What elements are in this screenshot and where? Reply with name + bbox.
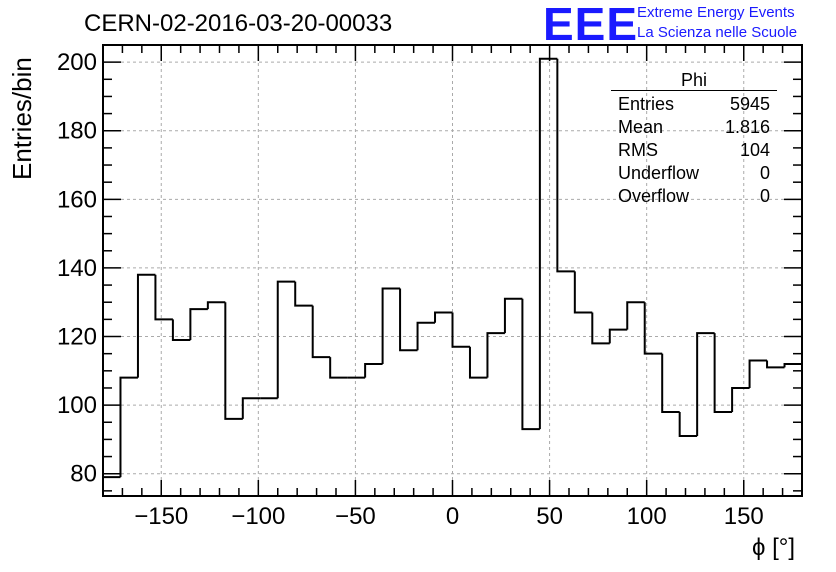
histogram-bin xyxy=(171,319,191,341)
logo-line-2: La Scienza nelle Scuole xyxy=(637,24,798,41)
y-axis-label: Entries/bin xyxy=(7,57,37,180)
histogram-bin xyxy=(556,58,575,273)
y-tick-label: 180 xyxy=(57,118,97,145)
stats-row-overflow: Overflow 0 xyxy=(611,185,777,208)
y-tick-label: 200 xyxy=(57,49,97,76)
histogram-bin xyxy=(294,281,313,307)
stats-label: RMS xyxy=(618,140,658,160)
chart-title: CERN-02-2016-03-20-00033 xyxy=(84,10,393,37)
histogram-bin xyxy=(136,273,156,378)
histogram-bin xyxy=(643,302,663,355)
histogram-bin xyxy=(276,280,296,399)
y-tick-label: 80 xyxy=(70,461,97,488)
stats-title: Phi xyxy=(611,71,777,91)
y-tick-label: 120 xyxy=(57,324,97,351)
histogram-bin xyxy=(503,297,523,334)
histogram-bin xyxy=(696,332,715,436)
histogram-bin xyxy=(591,312,610,345)
x-tick-label: 50 xyxy=(536,503,563,530)
stats-value: 104 xyxy=(739,140,770,160)
stats-label: Underflow xyxy=(618,163,700,183)
y-tick-label: 140 xyxy=(57,255,97,282)
histogram-bin xyxy=(731,386,750,412)
histogram-bin xyxy=(102,476,121,496)
x-tick-label: −50 xyxy=(335,503,376,530)
stats-value: 1.816 xyxy=(724,117,770,137)
x-tick-label: 100 xyxy=(627,503,667,530)
x-axis-label: ϕ [°] xyxy=(752,534,796,561)
stats-box: Phi Entries 5945 Mean 1.816 RMS 104 Unde… xyxy=(611,71,777,208)
x-tick-label: −150 xyxy=(134,503,188,530)
histogram-bin xyxy=(399,288,418,352)
histogram-bin xyxy=(766,360,785,369)
histogram-bin xyxy=(468,346,488,379)
histogram-bin xyxy=(748,359,768,388)
histogram-bin xyxy=(661,353,680,413)
histogram-bin xyxy=(416,321,436,351)
histogram-bin xyxy=(783,362,802,368)
y-tick-label: 100 xyxy=(57,392,97,419)
histogram-bin xyxy=(206,301,226,310)
histogram-bin xyxy=(521,298,540,431)
x-tick-label: 0 xyxy=(446,503,459,530)
stats-label: Overflow xyxy=(618,186,690,206)
x-tick-label: 150 xyxy=(724,503,764,530)
histogram-bin xyxy=(329,357,348,379)
y-tick-label: 160 xyxy=(57,186,97,213)
stats-label: Mean xyxy=(618,117,664,137)
stats-value: 0 xyxy=(759,186,770,206)
histogram-bin xyxy=(626,301,645,330)
stats-row-entries: Entries 5945 xyxy=(611,93,777,116)
eee-logo: EEE xyxy=(543,0,639,50)
histogram-bin xyxy=(189,308,208,340)
logo-line-1: Extreme Energy Events xyxy=(637,4,795,21)
stats-row-rms: RMS 104 xyxy=(611,139,777,162)
histogram-bin xyxy=(311,305,331,359)
histogram-bin xyxy=(434,311,453,323)
histogram-bin xyxy=(364,362,383,378)
histogram-bin xyxy=(381,287,401,364)
histogram-bin xyxy=(573,271,593,314)
histogram-bin xyxy=(608,328,628,344)
stats-value: 5945 xyxy=(729,94,770,114)
histogram-bin xyxy=(119,376,138,478)
histogram-bin xyxy=(486,332,505,378)
x-tick-label: −100 xyxy=(231,503,285,530)
histogram-bin xyxy=(713,333,733,413)
histogram-bin xyxy=(678,411,698,437)
histogram-bin xyxy=(241,397,261,419)
histogram-bin xyxy=(224,302,243,420)
stats-row-mean: Mean 1.816 xyxy=(611,116,777,139)
histogram-bin xyxy=(538,57,558,430)
histogram-bin xyxy=(154,274,173,321)
stats-label: Entries xyxy=(618,94,675,114)
stats-row-underflow: Underflow 0 xyxy=(611,162,777,185)
stats-value: 0 xyxy=(759,163,770,183)
histogram-bin xyxy=(451,312,470,348)
